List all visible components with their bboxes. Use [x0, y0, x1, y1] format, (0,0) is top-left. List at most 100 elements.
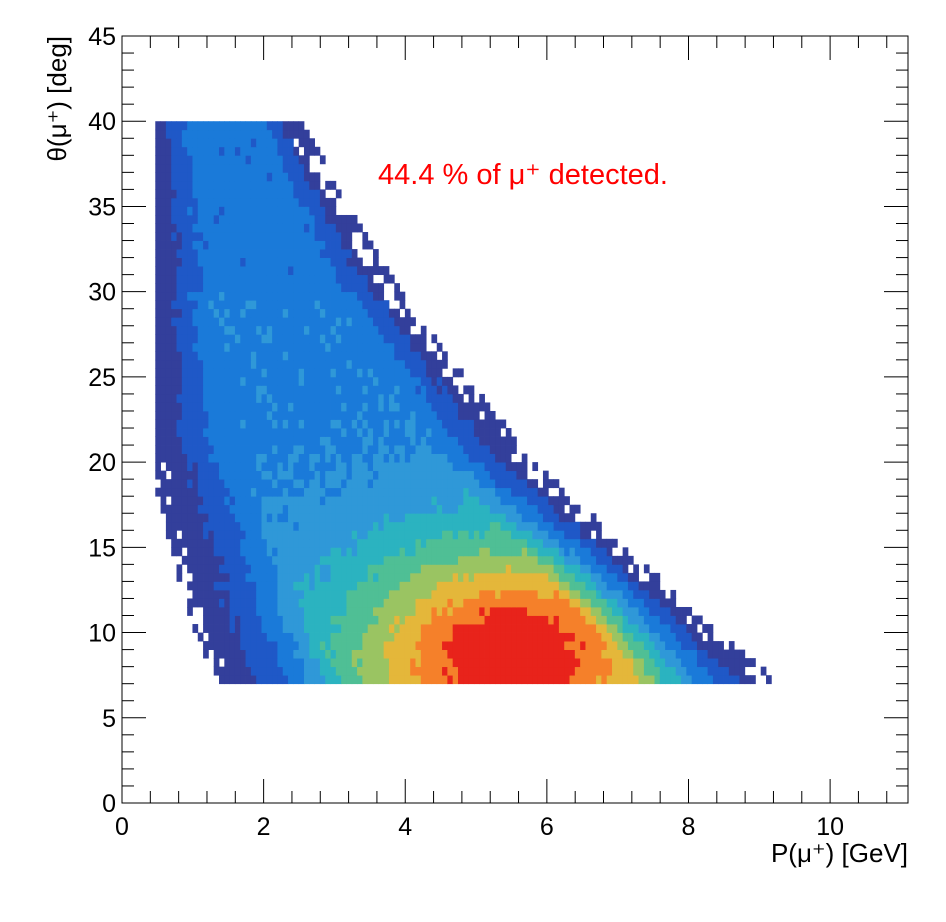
heatmap-cell — [219, 334, 225, 344]
heatmap-cell — [234, 249, 241, 258]
heatmap-cell — [383, 368, 390, 378]
heatmap-cell — [234, 538, 241, 548]
heatmap-cell — [282, 206, 289, 216]
heatmap-cell — [171, 342, 177, 352]
heatmap-cell — [187, 283, 193, 293]
heatmap-cell — [388, 308, 395, 318]
heatmap-cell — [229, 368, 236, 378]
heatmap-cell — [282, 291, 289, 301]
heatmap-cell — [479, 555, 485, 565]
heatmap-cell — [256, 121, 262, 131]
heatmap-cell — [282, 462, 289, 472]
heatmap-cell — [234, 496, 241, 506]
heatmap-cell — [489, 445, 496, 454]
heatmap-cell — [410, 624, 416, 633]
heatmap-cell — [272, 632, 278, 642]
heatmap-cell — [303, 129, 310, 139]
heatmap-cell — [627, 598, 634, 608]
heatmap-cell — [712, 649, 719, 659]
heatmap-cell — [580, 606, 586, 616]
heatmap-cell — [245, 249, 252, 258]
heatmap-cell — [426, 666, 432, 676]
heatmap-cell — [463, 547, 470, 557]
heatmap-cell — [309, 462, 315, 472]
heatmap-cell — [303, 393, 310, 403]
heatmap-cell — [627, 624, 634, 633]
heatmap-cell — [282, 223, 289, 233]
heatmap-cell — [548, 547, 554, 557]
heatmap-cell — [346, 658, 353, 668]
heatmap-cell — [415, 658, 422, 668]
heatmap-cell — [394, 410, 400, 420]
heatmap-cell — [319, 325, 326, 335]
heatmap-cell — [298, 410, 305, 420]
heatmap-cell — [224, 658, 231, 668]
heatmap-cell — [240, 632, 246, 642]
heatmap-cell — [288, 572, 294, 582]
heatmap-cell — [373, 666, 379, 676]
heatmap-cell — [521, 606, 528, 616]
heatmap-cell — [431, 410, 438, 420]
heatmap-cell — [155, 240, 161, 250]
heatmap-cell — [309, 197, 315, 207]
heatmap-cell — [298, 649, 305, 659]
heatmap-cell — [176, 155, 183, 165]
heatmap-cell — [468, 666, 475, 676]
heatmap-cell — [330, 564, 337, 574]
heatmap-cell — [266, 138, 273, 148]
heatmap-cell — [484, 470, 491, 480]
heatmap-cell — [367, 385, 374, 395]
heatmap-cell — [357, 641, 363, 650]
heatmap-cell — [229, 428, 236, 437]
heatmap-cell — [213, 163, 220, 173]
heatmap-cell — [383, 521, 390, 531]
heatmap-cell — [489, 675, 496, 685]
heatmap-cell — [240, 530, 246, 540]
heatmap-cell — [165, 214, 172, 224]
heatmap-cell — [564, 666, 570, 676]
heatmap-cell — [234, 232, 241, 241]
heatmap-cell — [192, 436, 199, 446]
heatmap-cell — [250, 666, 257, 676]
heatmap-cell — [404, 521, 411, 531]
heatmap-cell — [420, 470, 427, 480]
heatmap-cell — [420, 632, 427, 642]
heatmap-cell — [240, 342, 246, 352]
heatmap-cell — [702, 624, 708, 633]
heatmap-cell — [495, 479, 501, 489]
heatmap-cell — [399, 368, 406, 378]
heatmap-cell — [298, 496, 305, 506]
heatmap-cell — [266, 283, 273, 293]
heatmap-cell — [394, 564, 400, 574]
heatmap-cell — [404, 632, 411, 642]
heatmap-cell — [325, 479, 331, 489]
heatmap-cell — [436, 572, 443, 582]
heatmap-cell — [203, 385, 209, 395]
heatmap-cell — [542, 487, 549, 497]
heatmap-cell — [219, 675, 225, 685]
heatmap-cell — [362, 325, 369, 335]
heatmap-cell — [505, 624, 512, 633]
heatmap-cell — [606, 649, 613, 659]
heatmap-cell — [240, 598, 246, 608]
heatmap-cell — [341, 453, 347, 463]
heatmap-cell — [367, 342, 374, 352]
heatmap-cell — [548, 513, 554, 523]
heatmap-cell — [277, 538, 284, 548]
heatmap-cell — [234, 581, 241, 591]
heatmap-cell — [165, 283, 172, 293]
heatmap-cell — [325, 410, 331, 420]
heatmap-cell — [229, 513, 236, 523]
heatmap-cell — [197, 317, 204, 327]
heatmap-cell — [495, 538, 501, 548]
heatmap-cell — [240, 479, 246, 489]
heatmap-cell — [564, 615, 570, 625]
heatmap-cell — [351, 675, 358, 685]
heatmap-cell — [696, 649, 703, 659]
heatmap-cell — [410, 393, 416, 403]
heatmap-cell — [165, 291, 172, 301]
heatmap-cell — [335, 283, 342, 293]
heatmap-cell — [346, 641, 353, 650]
heatmap-cell — [553, 504, 560, 514]
heatmap-cell — [160, 359, 167, 369]
